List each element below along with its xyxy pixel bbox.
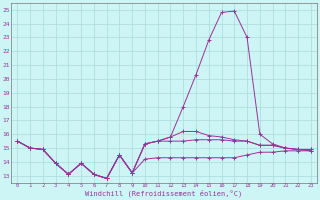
X-axis label: Windchill (Refroidissement éolien,°C): Windchill (Refroidissement éolien,°C) [85, 190, 243, 197]
